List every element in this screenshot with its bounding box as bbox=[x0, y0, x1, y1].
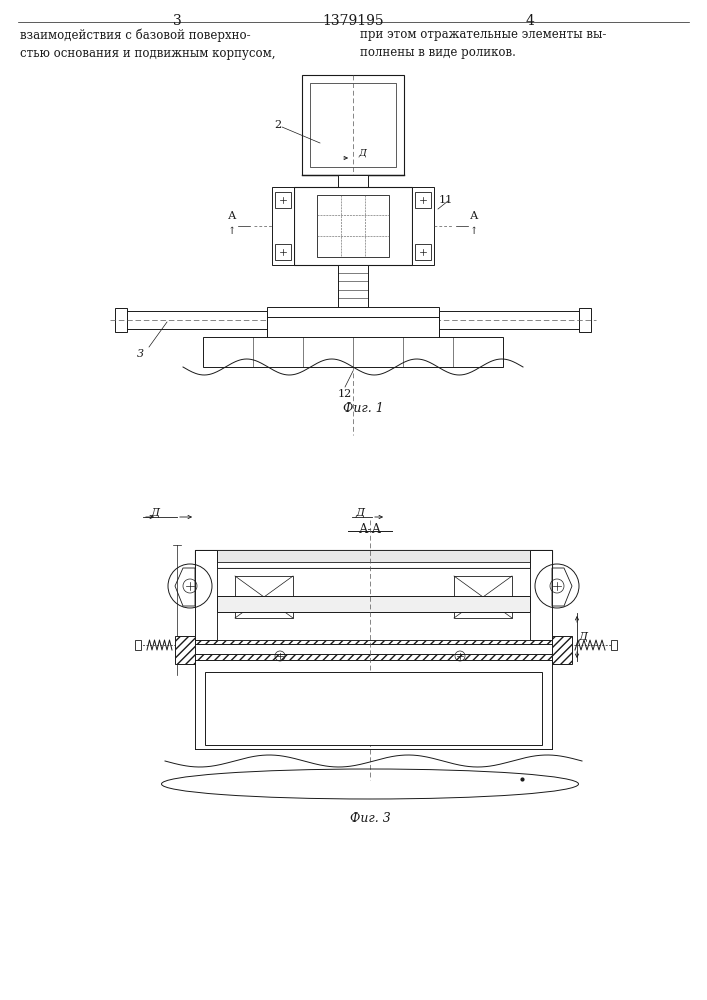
Text: 12: 12 bbox=[338, 389, 352, 399]
Bar bbox=[235, 576, 293, 618]
Bar bbox=[317, 195, 389, 257]
Bar bbox=[338, 265, 368, 307]
Bar bbox=[310, 83, 396, 167]
Bar bbox=[294, 187, 412, 265]
Bar bbox=[439, 311, 579, 329]
Bar bbox=[195, 550, 552, 568]
Text: Фиг. 3: Фиг. 3 bbox=[350, 812, 390, 825]
Text: 2: 2 bbox=[274, 120, 281, 130]
Bar bbox=[217, 568, 530, 640]
Bar bbox=[552, 636, 572, 664]
Bar bbox=[412, 187, 434, 265]
Text: 3: 3 bbox=[137, 349, 144, 359]
Bar bbox=[195, 550, 217, 642]
Bar bbox=[454, 576, 512, 618]
Bar bbox=[217, 550, 530, 562]
Text: Д: Д bbox=[151, 508, 160, 518]
Text: А-А: А-А bbox=[358, 523, 382, 536]
Bar bbox=[530, 550, 552, 642]
Bar bbox=[272, 187, 294, 265]
Bar bbox=[267, 317, 439, 339]
Text: ↑: ↑ bbox=[470, 228, 478, 236]
Text: 1379195: 1379195 bbox=[322, 14, 384, 28]
Text: А: А bbox=[470, 211, 478, 221]
Text: Фиг. 1: Фиг. 1 bbox=[343, 402, 383, 415]
Bar bbox=[177, 644, 570, 654]
Bar bbox=[415, 192, 431, 208]
Bar bbox=[302, 75, 404, 175]
Bar bbox=[275, 244, 291, 260]
Text: ↑: ↑ bbox=[228, 228, 236, 236]
Bar bbox=[267, 307, 439, 317]
Bar bbox=[115, 308, 127, 332]
Text: взаимодействия с базовой поверхно-
стью основания и подвижным корпусом,: взаимодействия с базовой поверхно- стью … bbox=[20, 28, 276, 60]
Text: Д: Д bbox=[356, 508, 365, 518]
Bar bbox=[195, 640, 552, 660]
Bar bbox=[217, 596, 530, 612]
Bar bbox=[611, 640, 617, 650]
Bar bbox=[127, 311, 267, 329]
Text: Д: Д bbox=[358, 148, 366, 157]
Bar bbox=[205, 672, 542, 745]
Bar bbox=[203, 337, 503, 367]
Bar bbox=[175, 636, 195, 664]
Bar bbox=[579, 308, 591, 332]
Text: 3: 3 bbox=[173, 14, 182, 28]
Text: 11: 11 bbox=[439, 195, 453, 205]
Text: 4: 4 bbox=[525, 14, 534, 28]
Text: при этом отражательные элементы вы-
полнены в виде роликов.: при этом отражательные элементы вы- полн… bbox=[360, 28, 607, 59]
Bar bbox=[135, 640, 141, 650]
Text: Д: Д bbox=[578, 632, 588, 642]
Bar bbox=[338, 175, 368, 187]
Bar bbox=[275, 192, 291, 208]
Bar bbox=[415, 244, 431, 260]
Text: А: А bbox=[228, 211, 236, 221]
